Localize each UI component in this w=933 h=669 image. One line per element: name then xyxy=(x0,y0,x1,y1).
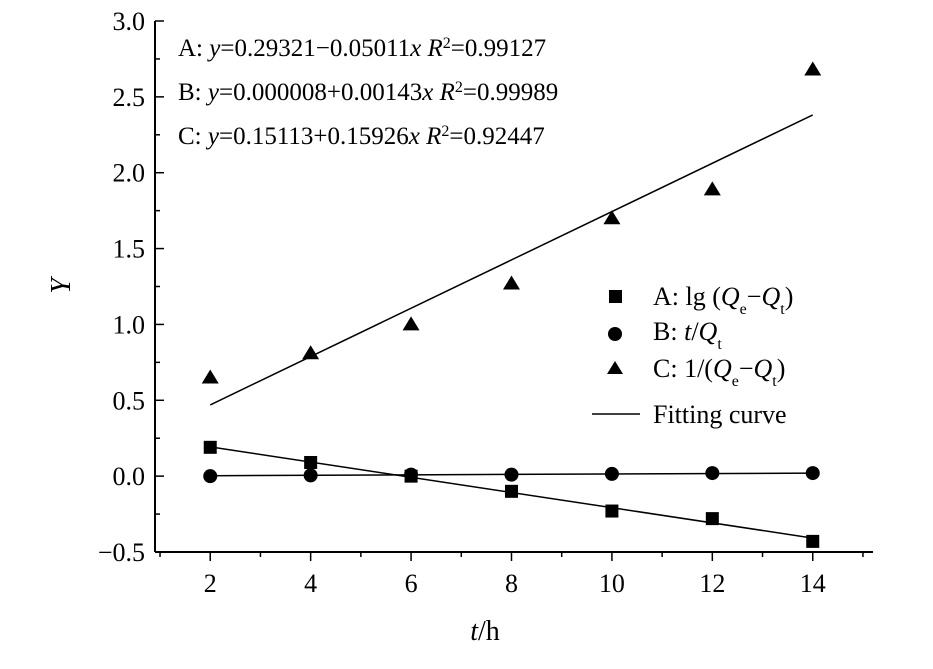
equations-block: A: y=0.29321−0.05011x R2=0.99127 B: y=0.… xyxy=(178,35,558,151)
y-axis-title: Y xyxy=(46,275,77,294)
y-tick-label: 0.5 xyxy=(113,386,146,415)
legend-label-a: A: lg (Qe−Qt) xyxy=(653,282,793,318)
y-tick-label: 3.0 xyxy=(113,7,146,36)
y-tick-label: −0.5 xyxy=(98,538,145,567)
data-point-c xyxy=(302,345,320,360)
data-point-a xyxy=(705,512,719,526)
x-tick-label: 12 xyxy=(699,569,725,598)
x-tick-label: 10 xyxy=(599,569,625,598)
data-point-b xyxy=(604,466,619,481)
data-point-a xyxy=(806,534,820,548)
data-point-b xyxy=(404,467,419,482)
y-tick-label: 2.5 xyxy=(113,83,146,112)
x-tick-label: 8 xyxy=(505,569,518,598)
x-tick-label: 14 xyxy=(800,569,826,598)
data-point-a xyxy=(504,484,518,498)
legend-label-fit: Fitting curve xyxy=(653,400,787,429)
y-tick-label: 2.0 xyxy=(113,159,146,188)
data-point-c xyxy=(703,181,721,196)
y-tick-label: 0.0 xyxy=(113,462,146,491)
legend-label-b: B: t/Qt xyxy=(653,317,722,353)
data-point-a xyxy=(605,504,619,518)
y-tick-label: 1.0 xyxy=(113,310,146,339)
data-point-c xyxy=(603,210,621,225)
data-point-c xyxy=(402,316,420,331)
x-tick-label: 4 xyxy=(304,569,317,598)
legend: A: lg (Qe−Qt) B: t/Qt C: 1/(Qe−Qt) Fitti… xyxy=(592,282,793,429)
data-point-c xyxy=(201,369,219,384)
legend-circle-icon xyxy=(608,327,622,341)
equation-c: C: y=0.15113+0.15926x R2=0.92447 xyxy=(178,123,545,151)
data-point-a xyxy=(203,440,217,454)
axes: −0.5 0.0 0.5 1.0 1.5 2.0 2.5 3.0 2 4 6 8 10 12 14 xyxy=(98,7,873,598)
data-point-b xyxy=(504,467,519,482)
x-tick-label: 6 xyxy=(405,569,418,598)
x-axis-title: t/h xyxy=(470,616,500,647)
data-point-b xyxy=(805,466,820,481)
data-point-b xyxy=(705,466,720,481)
equation-a: A: y=0.29321−0.05011x R2=0.99127 xyxy=(178,35,546,63)
data-point-b xyxy=(203,469,218,484)
equation-b: B: y=0.000008+0.00143x R2=0.99989 xyxy=(178,79,558,107)
legend-label-c: C: 1/(Qe−Qt) xyxy=(653,354,785,390)
legend-triangle-icon xyxy=(607,361,623,374)
legend-square-icon xyxy=(609,290,622,303)
data-point-c xyxy=(502,275,520,290)
data-point-b xyxy=(303,468,318,483)
data-point-c xyxy=(804,61,822,76)
x-tick-label: 2 xyxy=(204,569,217,598)
data-point-a xyxy=(304,455,318,469)
y-tick-label: 1.5 xyxy=(113,235,146,264)
data-markers xyxy=(201,61,822,548)
